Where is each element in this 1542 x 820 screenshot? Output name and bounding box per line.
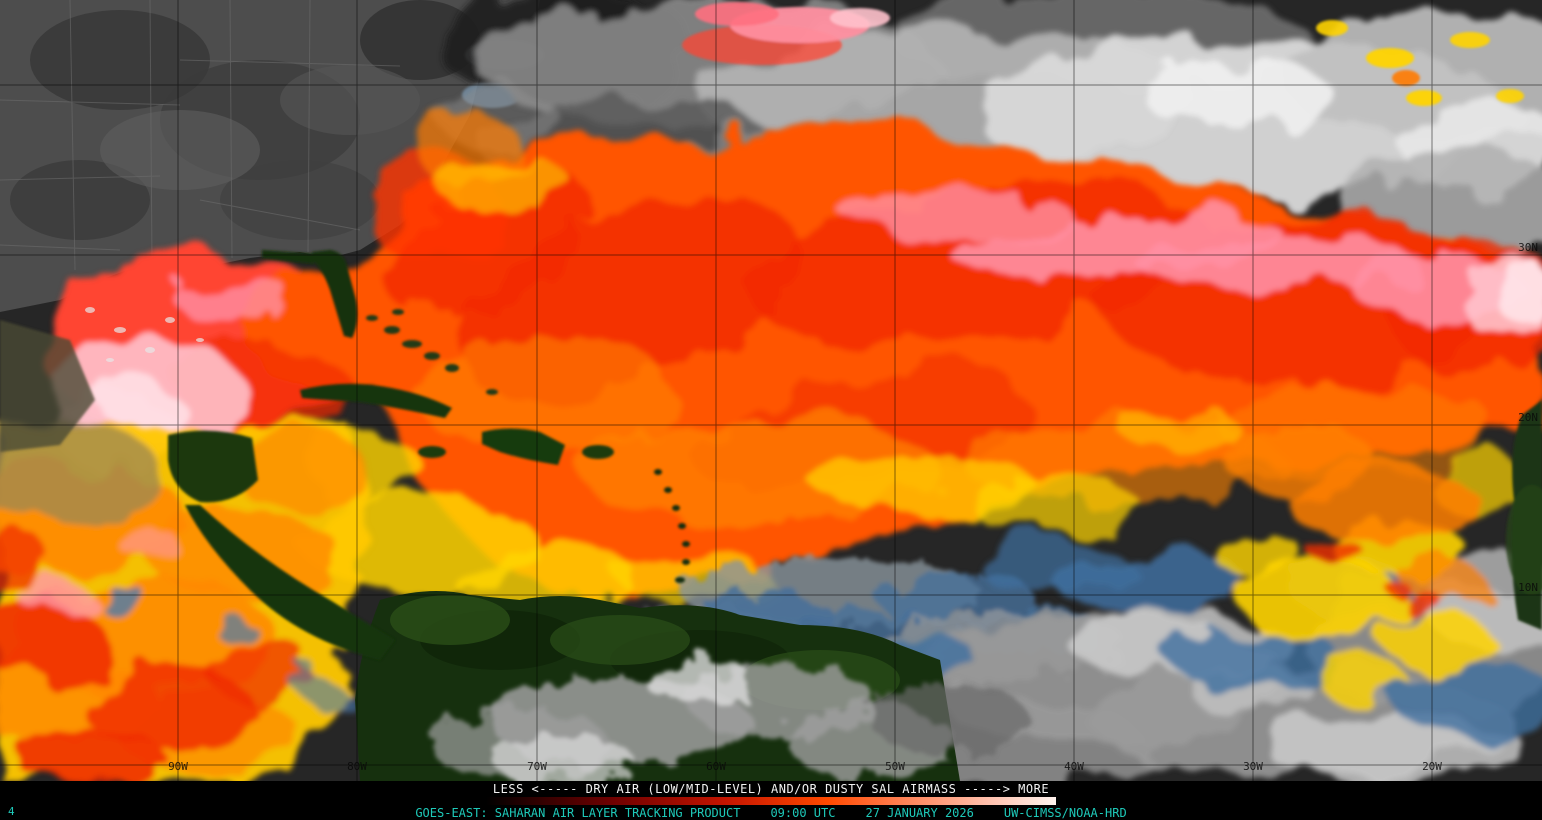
- lesser-antilles: [654, 469, 690, 583]
- product-date: 27 JANUARY 2026: [865, 806, 974, 820]
- lat-label-20n: 20N: [1518, 411, 1538, 424]
- top-streaks: [682, 2, 1524, 106]
- lon-label-50w: 50W: [885, 760, 905, 773]
- lat-label-30n: 30N: [1518, 241, 1538, 254]
- legend-strip: LESS <----- DRY AIR (LOW/MID-LEVEL) AND/…: [0, 781, 1542, 820]
- lat-label-10n: 10N: [1518, 581, 1538, 594]
- pacific-dust-field: [0, 420, 375, 781]
- mexico-terrain: [0, 320, 95, 452]
- lon-label-70w: 70W: [527, 760, 547, 773]
- product-time: 09:00 UTC: [770, 806, 836, 820]
- florida-panhandle: [262, 250, 316, 264]
- bahamas: [366, 309, 498, 395]
- lon-label-60w: 60W: [706, 760, 726, 773]
- colorbar: [486, 797, 1056, 805]
- africa-coast: [1506, 400, 1542, 630]
- lon-label-80w: 80W: [347, 760, 367, 773]
- frame-number: 4: [8, 805, 15, 818]
- sal-dust-mass: [40, 110, 1542, 612]
- longitude-labels: 90W 80W 70W 60W 50W 40W 30W 20W: [168, 760, 1442, 773]
- florida: [312, 250, 358, 338]
- central-america: [0, 320, 395, 660]
- product-caption: GOES-EAST: SAHARAN AIR LAYER TRACKING PR…: [415, 807, 1126, 820]
- lon-label-20w: 20W: [1422, 760, 1442, 773]
- cuba: [300, 383, 452, 418]
- state-borders: [0, 0, 401, 271]
- caribbean-islands: [262, 250, 690, 583]
- lon-label-40w: 40W: [1064, 760, 1084, 773]
- colorbar-scale-text: LESS <----- DRY AIR (LOW/MID-LEVEL) AND/…: [492, 782, 1050, 796]
- south-america-cloud-cover: [430, 660, 1030, 781]
- product-credit: UW-CIMSS/NOAA-HRD: [1003, 806, 1127, 820]
- satellite-map-area: 90W 80W 70W 60W 50W 40W 30W 20W 30N 20N …: [0, 0, 1542, 781]
- lon-label-90w: 90W: [168, 760, 188, 773]
- colorbar-gradient: [486, 797, 1056, 805]
- lon-label-30w: 30W: [1243, 760, 1263, 773]
- yucatan-peninsula: [168, 430, 258, 503]
- puerto-rico: [582, 445, 614, 459]
- gulf-cumulus-specks: [85, 307, 204, 362]
- sal-satellite-image: 90W 80W 70W 60W 50W 40W 30W 20W 30N 20N …: [0, 0, 1542, 781]
- latitude-labels: 30N 20N 10N: [1518, 241, 1538, 594]
- hispaniola: [482, 428, 565, 465]
- jamaica: [418, 446, 446, 458]
- graticule: [0, 0, 1542, 781]
- product-title: GOES-EAST: SAHARAN AIR LAYER TRACKING PR…: [415, 806, 741, 820]
